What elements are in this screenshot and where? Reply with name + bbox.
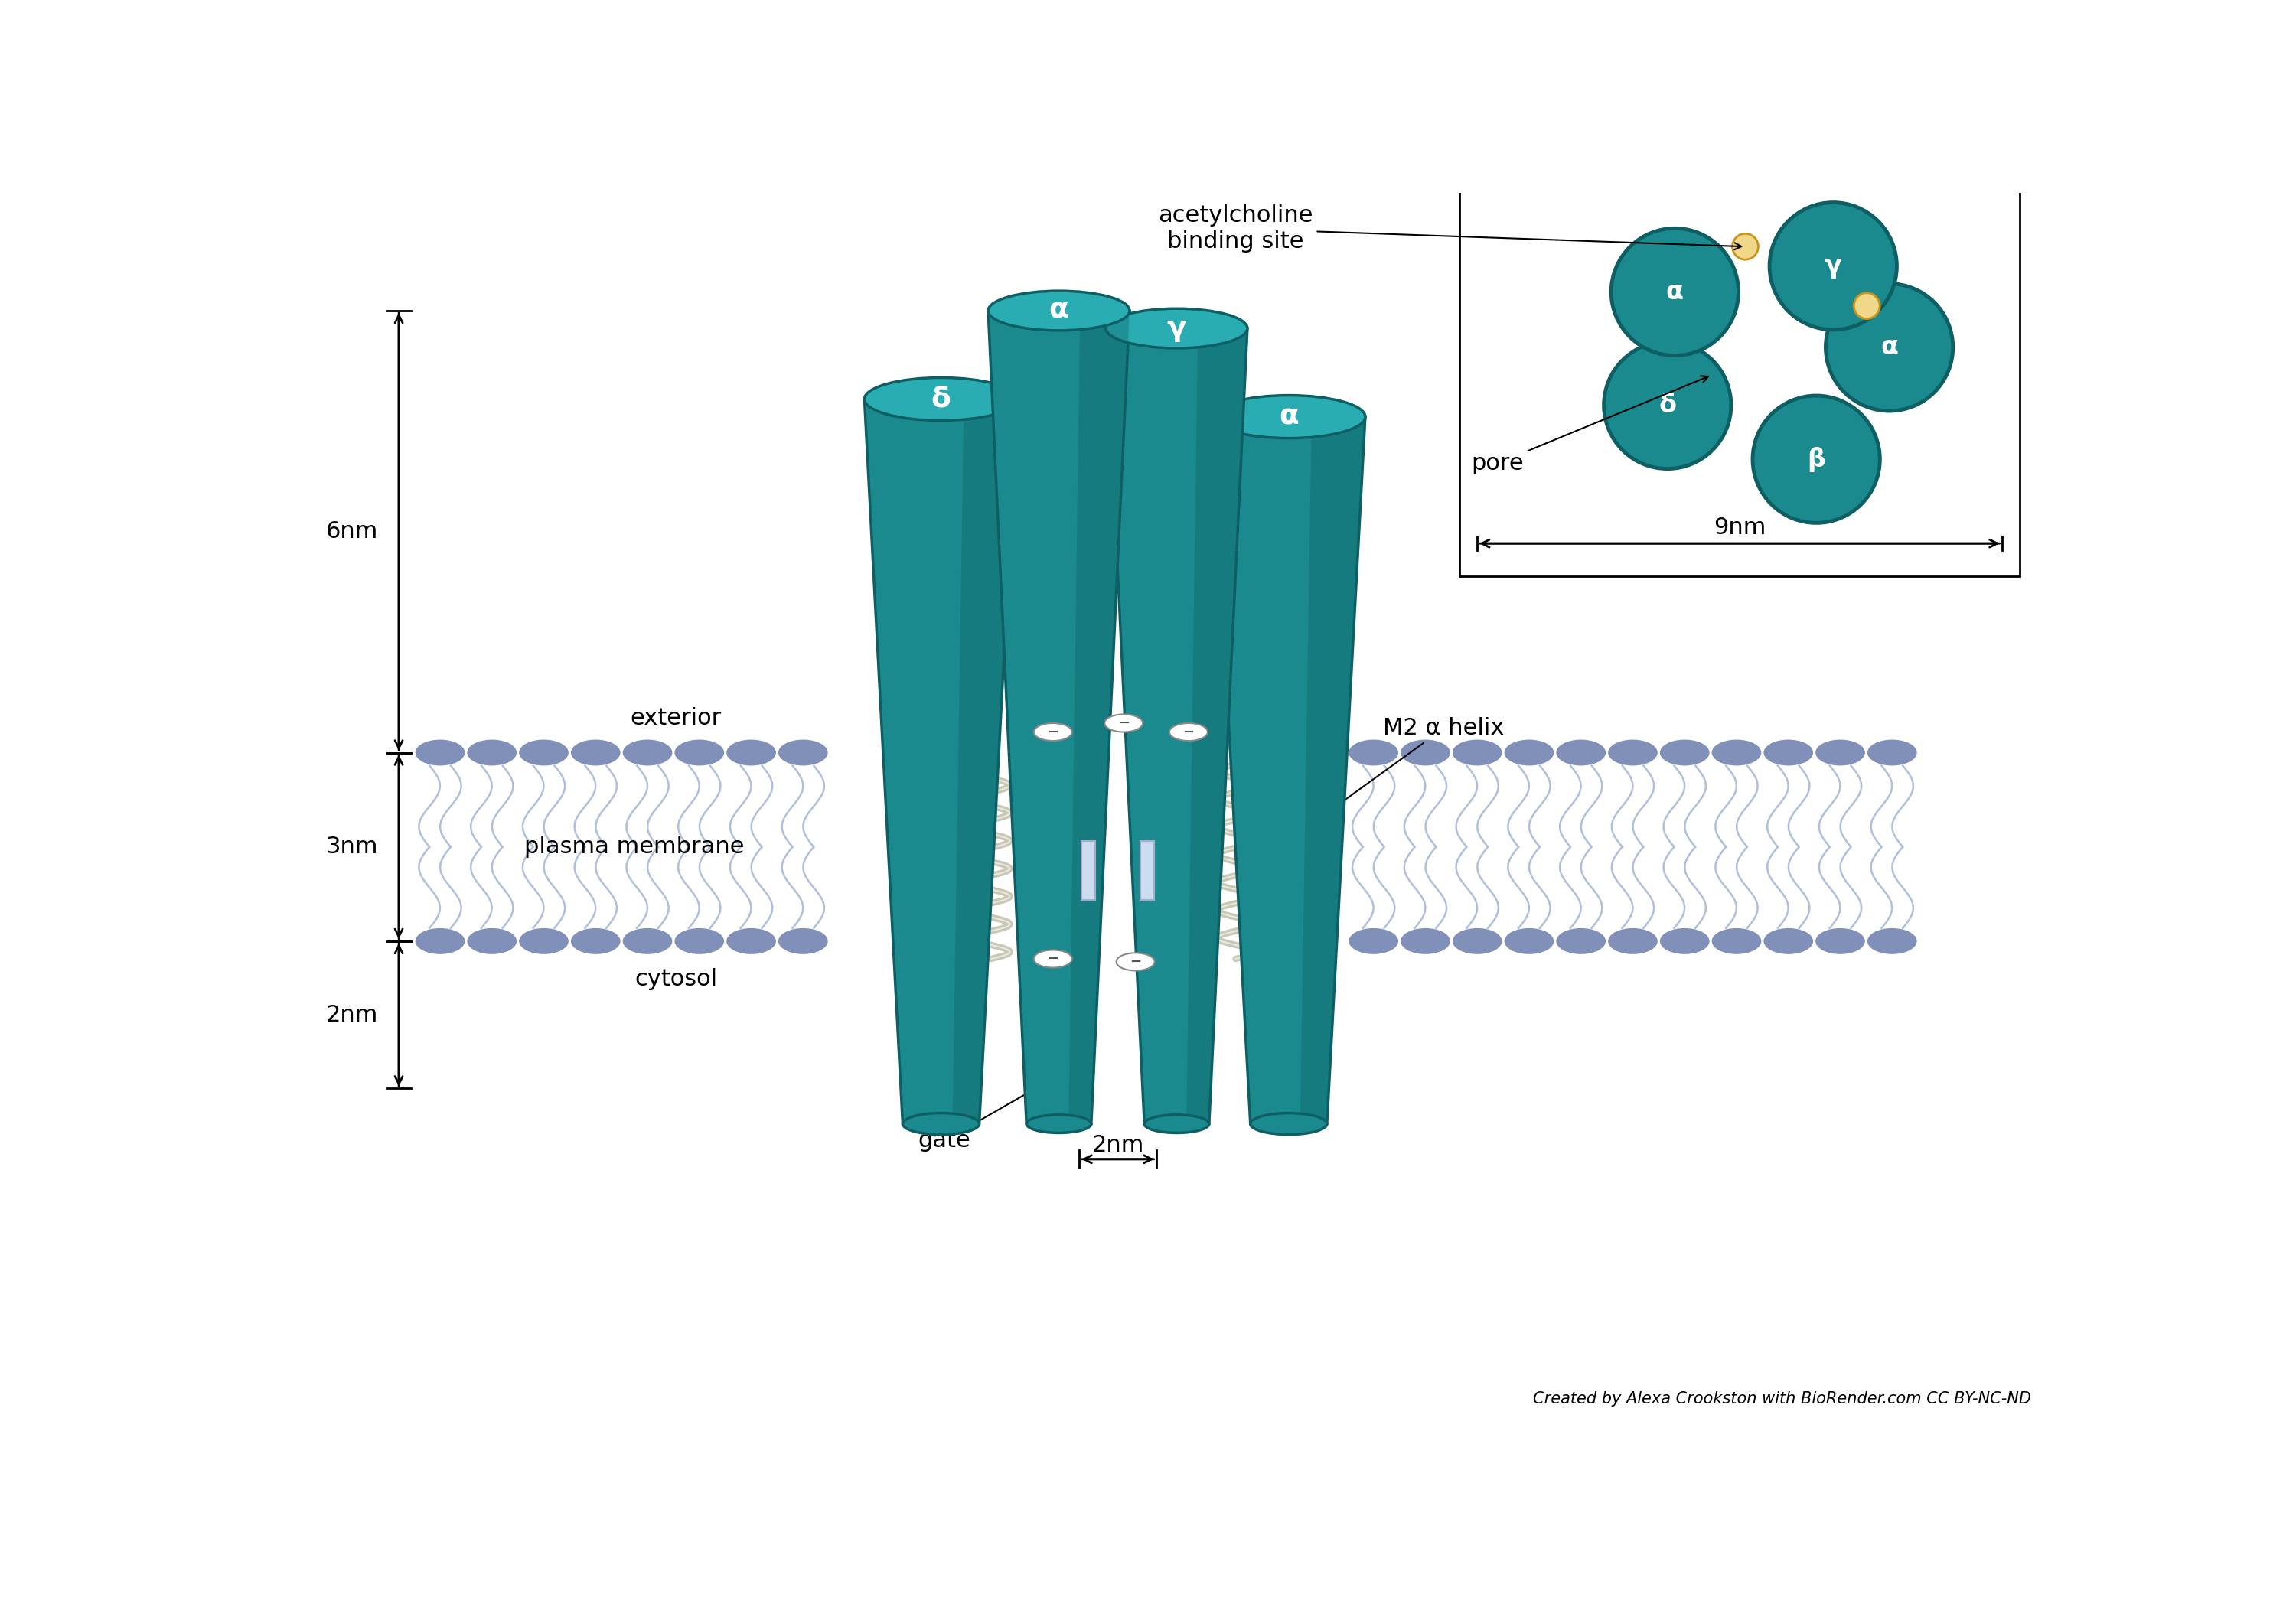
Text: δ: δ bbox=[932, 386, 951, 413]
Polygon shape bbox=[1212, 416, 1366, 1123]
Ellipse shape bbox=[1660, 739, 1711, 765]
Polygon shape bbox=[987, 310, 1130, 1123]
Circle shape bbox=[1752, 395, 1880, 522]
Text: α: α bbox=[1880, 334, 1899, 360]
Ellipse shape bbox=[675, 739, 723, 765]
Circle shape bbox=[1825, 284, 1954, 411]
Ellipse shape bbox=[675, 929, 723, 955]
Ellipse shape bbox=[1557, 739, 1605, 765]
Ellipse shape bbox=[1348, 739, 1398, 765]
Ellipse shape bbox=[466, 739, 517, 765]
Ellipse shape bbox=[622, 929, 673, 955]
Ellipse shape bbox=[1453, 739, 1502, 765]
Text: γ: γ bbox=[1166, 315, 1187, 342]
Ellipse shape bbox=[1107, 309, 1247, 349]
Circle shape bbox=[1853, 292, 1880, 318]
Text: γ: γ bbox=[1825, 254, 1841, 278]
Ellipse shape bbox=[1504, 739, 1554, 765]
Ellipse shape bbox=[1143, 1115, 1210, 1133]
Ellipse shape bbox=[778, 929, 829, 955]
Ellipse shape bbox=[519, 739, 569, 765]
Text: δ: δ bbox=[1658, 392, 1676, 418]
Ellipse shape bbox=[1816, 929, 1864, 955]
Ellipse shape bbox=[1763, 929, 1814, 955]
Text: 6nm: 6nm bbox=[326, 521, 379, 543]
Text: gate: gate bbox=[918, 1067, 1072, 1152]
Bar bbox=[1141, 840, 1155, 900]
Ellipse shape bbox=[1026, 1115, 1091, 1133]
Ellipse shape bbox=[466, 929, 517, 955]
Ellipse shape bbox=[1607, 929, 1658, 955]
Circle shape bbox=[1733, 233, 1759, 260]
Text: cytosol: cytosol bbox=[634, 967, 716, 990]
Ellipse shape bbox=[1401, 929, 1451, 955]
Ellipse shape bbox=[1348, 929, 1398, 955]
Text: M2 α helix: M2 α helix bbox=[1251, 717, 1504, 868]
Ellipse shape bbox=[1401, 739, 1451, 765]
Ellipse shape bbox=[1504, 929, 1554, 955]
Ellipse shape bbox=[572, 929, 620, 955]
Text: 2nm: 2nm bbox=[326, 1004, 379, 1025]
Bar bbox=[1460, 175, 2020, 575]
Text: β: β bbox=[1807, 447, 1825, 472]
Polygon shape bbox=[953, 399, 1017, 1123]
Ellipse shape bbox=[1104, 714, 1143, 733]
Text: plasma membrane: plasma membrane bbox=[523, 836, 744, 858]
Ellipse shape bbox=[1212, 395, 1366, 439]
Ellipse shape bbox=[726, 739, 776, 765]
Ellipse shape bbox=[1453, 929, 1502, 955]
Ellipse shape bbox=[1816, 739, 1864, 765]
Text: 2nm: 2nm bbox=[1091, 1135, 1143, 1157]
Ellipse shape bbox=[1557, 929, 1605, 955]
Ellipse shape bbox=[1116, 953, 1155, 971]
Text: α: α bbox=[1667, 280, 1683, 305]
Ellipse shape bbox=[1660, 929, 1711, 955]
Bar bbox=[1081, 840, 1095, 900]
Text: −: − bbox=[1130, 955, 1141, 969]
Text: pore: pore bbox=[1472, 376, 1708, 474]
Ellipse shape bbox=[902, 1114, 980, 1135]
Polygon shape bbox=[1187, 328, 1247, 1123]
Circle shape bbox=[1770, 202, 1896, 329]
Ellipse shape bbox=[416, 739, 464, 765]
Ellipse shape bbox=[416, 929, 464, 955]
Ellipse shape bbox=[1867, 739, 1917, 765]
Text: Created by Alexa Crookston with BioRender.com CC BY-NC-ND: Created by Alexa Crookston with BioRende… bbox=[1534, 1392, 2032, 1406]
Polygon shape bbox=[1107, 328, 1247, 1123]
Text: 3nm: 3nm bbox=[326, 836, 379, 858]
Polygon shape bbox=[1300, 416, 1366, 1123]
Ellipse shape bbox=[1251, 1114, 1327, 1135]
Text: acetylcholine
binding site: acetylcholine binding site bbox=[1157, 204, 1740, 252]
Text: −: − bbox=[1118, 717, 1130, 730]
Ellipse shape bbox=[1713, 739, 1761, 765]
Text: exterior: exterior bbox=[629, 707, 721, 730]
Text: −: − bbox=[1047, 951, 1058, 966]
Circle shape bbox=[1612, 228, 1738, 355]
Ellipse shape bbox=[1033, 950, 1072, 967]
Ellipse shape bbox=[726, 929, 776, 955]
Ellipse shape bbox=[1169, 723, 1208, 741]
Circle shape bbox=[1605, 342, 1731, 469]
Ellipse shape bbox=[987, 291, 1130, 331]
Ellipse shape bbox=[778, 739, 829, 765]
Text: −: − bbox=[1047, 725, 1058, 739]
Ellipse shape bbox=[1607, 739, 1658, 765]
Ellipse shape bbox=[1867, 929, 1917, 955]
Ellipse shape bbox=[622, 739, 673, 765]
Ellipse shape bbox=[1033, 723, 1072, 741]
Ellipse shape bbox=[1763, 739, 1814, 765]
Ellipse shape bbox=[863, 378, 1017, 421]
Text: α: α bbox=[1279, 403, 1300, 431]
Polygon shape bbox=[863, 399, 1017, 1123]
Text: α: α bbox=[1049, 297, 1068, 325]
Ellipse shape bbox=[572, 739, 620, 765]
Polygon shape bbox=[1068, 310, 1130, 1123]
Ellipse shape bbox=[519, 929, 569, 955]
Ellipse shape bbox=[1713, 929, 1761, 955]
Text: 9nm: 9nm bbox=[1713, 516, 1766, 538]
Text: −: − bbox=[1182, 725, 1194, 739]
